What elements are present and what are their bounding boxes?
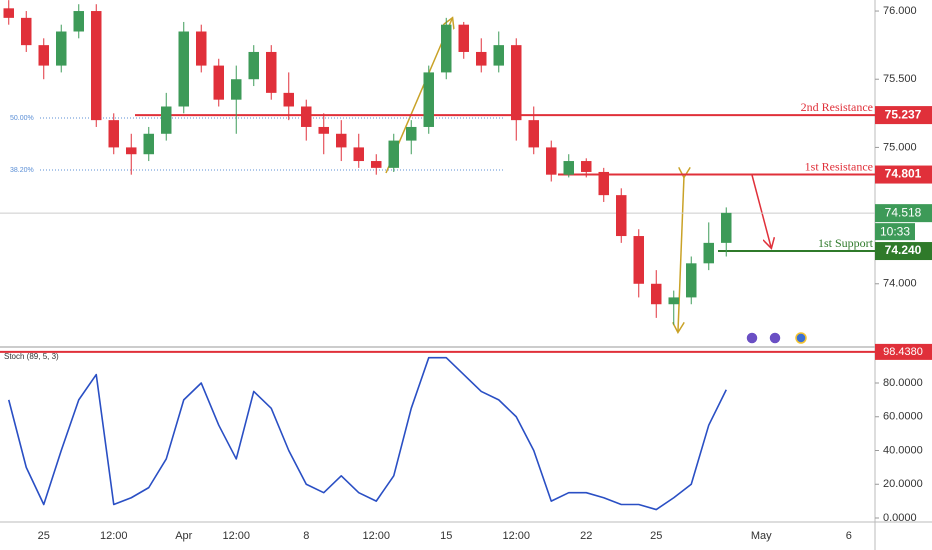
- candle-body: [441, 24, 452, 73]
- candle-body: [21, 17, 32, 46]
- candle-body: [371, 161, 382, 168]
- fib-label: 50.00%: [10, 115, 34, 122]
- candle-body: [546, 147, 557, 175]
- candle-body: [301, 106, 312, 127]
- x-tick-label: 22: [580, 530, 592, 542]
- candle-body: [598, 171, 609, 196]
- level-label: 98.4380: [883, 346, 923, 358]
- x-tick-label: May: [751, 530, 772, 542]
- price-box: [875, 204, 932, 223]
- candle-body: [126, 147, 137, 155]
- event-icon: [768, 331, 782, 345]
- candle-body: [248, 51, 259, 80]
- x-tick-label: 6: [846, 530, 852, 542]
- candle-body: [336, 133, 347, 148]
- price-label: 75.237: [885, 107, 922, 121]
- candle-body: [143, 133, 154, 155]
- price-box: [875, 343, 932, 360]
- candle-body: [353, 147, 364, 162]
- x-tick-label: Apr: [175, 530, 192, 542]
- candle-body: [721, 212, 732, 243]
- price-box: [875, 165, 932, 184]
- x-tick-label: 12:00: [222, 530, 250, 542]
- candle-body: [493, 45, 504, 66]
- indicator-title: Stoch (89, 5, 3): [4, 352, 59, 361]
- level-name: 1st Resistance: [805, 159, 873, 173]
- candle-body: [38, 45, 49, 66]
- arrow: [678, 176, 684, 331]
- candle-body: [651, 283, 662, 305]
- x-tick-label: 25: [650, 530, 662, 542]
- candle-body: [266, 51, 277, 93]
- x-tick-label: 12:00: [362, 530, 390, 542]
- x-tick-label: 25: [38, 530, 50, 542]
- candle-body: [423, 72, 434, 127]
- level-name: 2nd Resistance: [801, 100, 873, 114]
- candle-body: [668, 297, 679, 305]
- candle-body: [56, 31, 67, 66]
- candle-body: [633, 236, 644, 284]
- candle-body: [213, 65, 224, 100]
- price-label: 74.240: [885, 243, 922, 257]
- x-tick-label: 15: [440, 530, 452, 542]
- candle-body: [686, 263, 697, 298]
- candle-body: [3, 8, 14, 18]
- candle-body: [581, 161, 592, 172]
- candle-body: [458, 24, 469, 52]
- candle-body: [703, 242, 714, 264]
- countdown: 10:33: [880, 224, 910, 238]
- event-icon: [745, 331, 759, 345]
- y-tick-label: 60.0000: [883, 411, 923, 423]
- last-price-label: 74.518: [885, 205, 922, 219]
- y-tick-label: 74.000: [883, 278, 917, 290]
- candle-body: [91, 11, 102, 121]
- candle-body: [73, 11, 84, 32]
- candle-body: [406, 126, 417, 141]
- level-name: 1st Support: [818, 236, 874, 250]
- candle-body: [476, 51, 487, 66]
- y-tick-label: 80.0000: [883, 377, 923, 389]
- fib-label: 38.20%: [10, 167, 34, 174]
- x-tick-label: 12:00: [100, 530, 128, 542]
- candle-body: [108, 120, 119, 148]
- y-tick-label: 76.000: [883, 5, 917, 17]
- arrow: [751, 174, 771, 247]
- candle-body: [178, 31, 189, 107]
- candle-body: [528, 120, 539, 148]
- candle-body: [318, 126, 329, 134]
- y-tick-label: 75.000: [883, 141, 917, 153]
- candle-body: [616, 195, 627, 237]
- candle-body: [231, 79, 242, 100]
- candle-body: [283, 92, 294, 107]
- candle-body: [511, 45, 522, 121]
- y-tick-label: 40.0000: [883, 444, 923, 456]
- candle-body: [388, 140, 399, 168]
- price-box: [875, 106, 932, 125]
- countdown-box: [875, 223, 915, 241]
- price-box: [875, 242, 932, 261]
- event-icon: [795, 332, 807, 344]
- candle-body: [161, 106, 172, 134]
- price-label: 74.801: [885, 167, 922, 181]
- y-tick-label: 0.0000: [883, 512, 917, 524]
- y-tick-label: 20.0000: [883, 478, 923, 490]
- candle-body: [196, 31, 207, 66]
- y-tick-label: 75.500: [883, 73, 917, 85]
- event-icons: [745, 331, 807, 345]
- stoch-line: [7, 356, 727, 511]
- x-tick-label: 12:00: [502, 530, 530, 542]
- x-tick-label: 8: [303, 530, 309, 542]
- candle-body: [563, 161, 574, 175]
